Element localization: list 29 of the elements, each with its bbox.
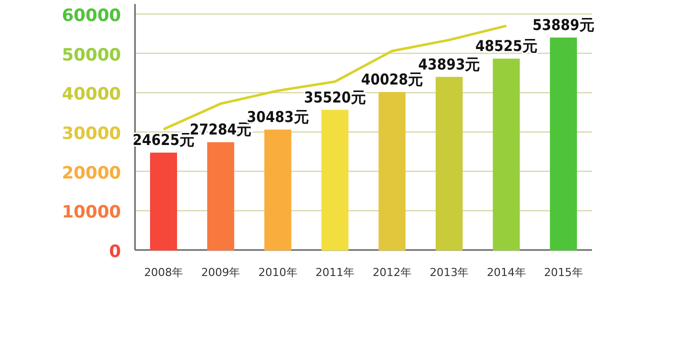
data-label: 35520元 xyxy=(304,88,366,106)
bar xyxy=(550,38,577,250)
x-tick-label: 2008年 xyxy=(144,266,184,279)
y-tick-label: 40000 xyxy=(62,84,122,105)
y-tick-label: 20000 xyxy=(62,163,122,184)
data-label: 53889元 xyxy=(532,16,594,34)
y-tick-label: 30000 xyxy=(62,124,122,144)
x-tick-label: 2012年 xyxy=(372,266,412,279)
bar xyxy=(492,58,520,250)
x-tick-label: 2013年 xyxy=(430,266,469,279)
y-tick-label: 0 xyxy=(109,242,122,262)
data-label: 30483元 xyxy=(246,108,309,126)
bar xyxy=(207,142,234,250)
y-tick-label: 10000 xyxy=(62,202,122,223)
x-tick-label: 2010年 xyxy=(258,266,298,279)
x-tick-label: 2011年 xyxy=(315,266,354,279)
x-tick-label: 2015年 xyxy=(544,266,583,279)
data-label: 43893元 xyxy=(418,55,480,74)
bar xyxy=(321,110,348,250)
y-tick-label: 50000 xyxy=(62,45,122,66)
data-label: 40028元 xyxy=(361,70,424,89)
data-label: 48525元 xyxy=(475,37,538,56)
bar xyxy=(378,92,406,250)
bar xyxy=(436,76,463,250)
y-tick-label: 60000 xyxy=(62,6,122,26)
x-tick-label: 2009年 xyxy=(201,266,240,279)
x-tick-label: 2014年 xyxy=(486,266,526,279)
bar xyxy=(264,130,292,250)
bar xyxy=(150,152,178,250)
